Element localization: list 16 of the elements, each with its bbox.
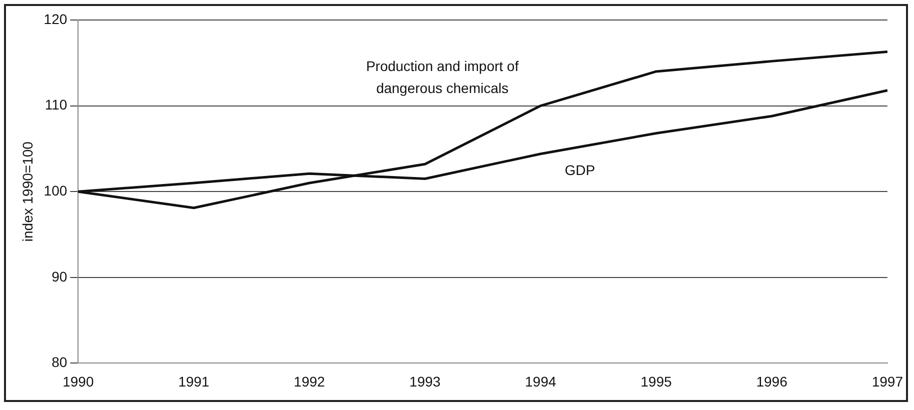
x-tick-label: 1990 <box>62 373 94 390</box>
x-tick-label: 1991 <box>178 373 210 390</box>
y-tick-label: 110 <box>44 96 68 113</box>
x-tick-label: 1993 <box>409 373 441 390</box>
y-tick-label: 100 <box>44 182 68 198</box>
y-tick-label: 120 <box>44 10 68 27</box>
series-label: Production and import of dangerous chemicals <box>366 58 519 96</box>
y-tick-label: 90 <box>52 268 68 284</box>
y-tick-label: 80 <box>52 354 68 370</box>
x-tick-label: 1994 <box>525 373 556 390</box>
x-tick-label: 1997 <box>872 373 904 390</box>
x-tick-label: 1992 <box>294 373 326 390</box>
x-tick-label: 1996 <box>756 373 788 390</box>
x-tick-label: 1995 <box>640 373 672 390</box>
series-label: GDP <box>564 162 596 178</box>
y-axis-title: index 1990=100 <box>19 141 36 242</box>
